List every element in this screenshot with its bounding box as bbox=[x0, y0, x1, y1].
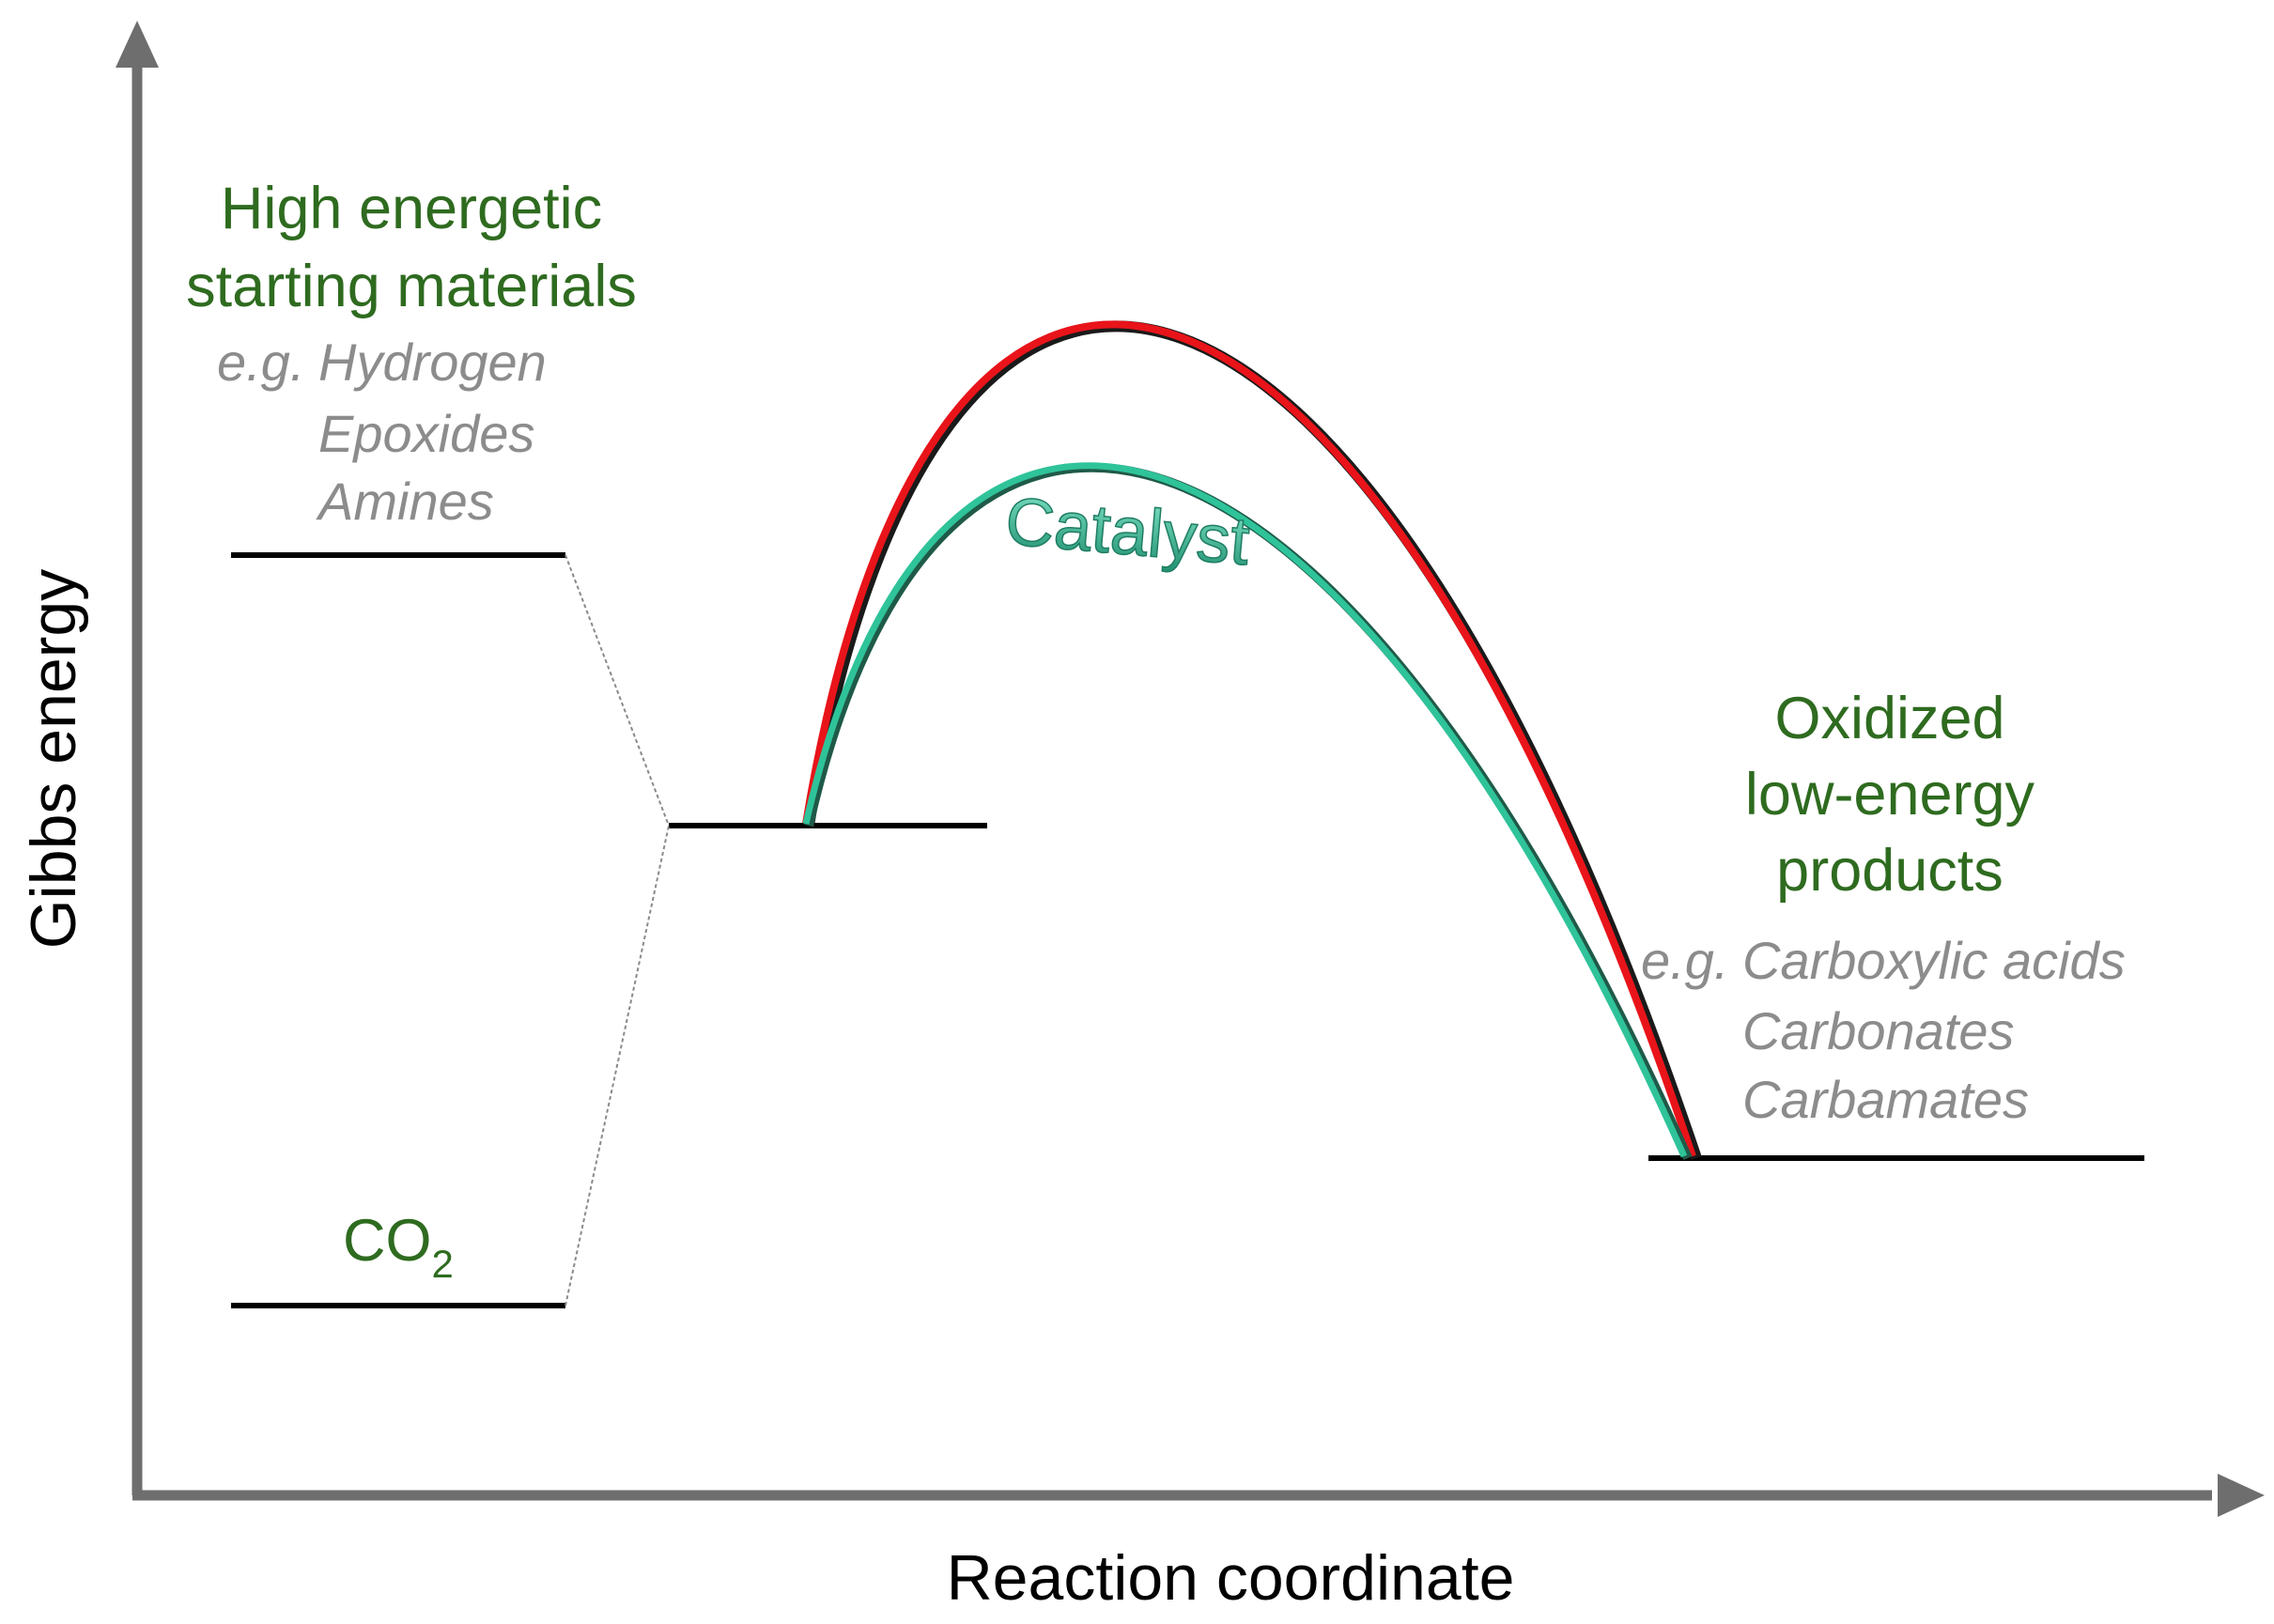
uncatalyzed-curve-shadow bbox=[803, 320, 1702, 1160]
connector-upper bbox=[565, 554, 670, 827]
starting-example-1: Hydrogen bbox=[318, 333, 547, 392]
starting-example-2: Epoxides bbox=[318, 404, 534, 463]
uncatalyzed-curve bbox=[802, 320, 1696, 1158]
x-axis-label: Reaction coordinate bbox=[947, 1542, 1515, 1614]
starting-title-line2: starting materials bbox=[186, 254, 637, 319]
products-block: Oxidized low-energy products e.g. Carbox… bbox=[1641, 686, 2126, 1129]
products-title-line3: products bbox=[1776, 838, 2003, 904]
x-axis-arrowhead bbox=[2218, 1474, 2265, 1517]
products-eg: e.g. bbox=[1641, 931, 1728, 990]
starting-title-line1: High energetic bbox=[221, 176, 602, 241]
products-title-line1: Oxidized bbox=[1774, 686, 2004, 751]
reaction-curves bbox=[802, 320, 1702, 1161]
catalyzed-curve bbox=[802, 462, 1688, 1158]
starting-example-3: Amines bbox=[316, 472, 494, 531]
y-axis-label: Gibbs energy bbox=[18, 569, 89, 949]
energy-levels bbox=[231, 552, 2144, 1308]
starting-materials-block: High energetic starting materials e.g. H… bbox=[186, 176, 637, 531]
co2-main: CO bbox=[343, 1208, 432, 1274]
products-example-2: Carbonates bbox=[1742, 1001, 2015, 1060]
co2-label: CO2 bbox=[343, 1208, 454, 1286]
level-connectors bbox=[565, 554, 670, 1307]
axes bbox=[116, 21, 2265, 1517]
y-axis-arrowhead bbox=[116, 21, 159, 68]
products-example-1: Carboxylic acids bbox=[1742, 931, 2126, 990]
products-title-line2: low-energy bbox=[1745, 762, 2035, 827]
co2-subscript: 2 bbox=[432, 1242, 454, 1286]
starting-eg: e.g. bbox=[217, 333, 304, 392]
products-example-3: Carbamates bbox=[1742, 1070, 2029, 1129]
connector-lower bbox=[565, 825, 670, 1307]
